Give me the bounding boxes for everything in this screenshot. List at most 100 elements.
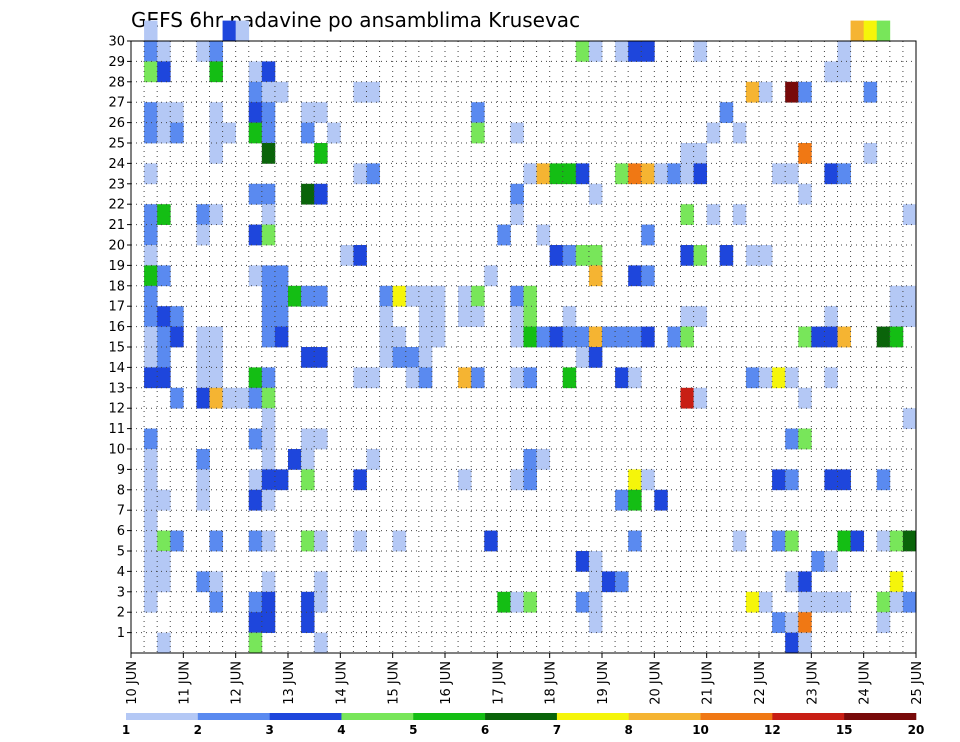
- heatmap-cell: [235, 387, 250, 409]
- heatmap-cell: [575, 551, 590, 572]
- heatmap-cell: [261, 204, 276, 225]
- heatmap-cell: [170, 306, 184, 327]
- heatmap-cell: [144, 489, 158, 511]
- x-tick-label: 15 JUN: [387, 661, 402, 705]
- heatmap-cell: [876, 612, 891, 633]
- heatmap-cell: [575, 347, 590, 368]
- heatmap-cell: [458, 367, 472, 389]
- heatmap-cell: [824, 469, 838, 491]
- y-tick-label: 29: [108, 55, 125, 70]
- heatmap-cell: [274, 265, 289, 287]
- heatmap-cell: [209, 102, 223, 123]
- heatmap-cell: [798, 591, 812, 613]
- heatmap-cell: [628, 265, 642, 287]
- y-tick-label: 3: [117, 585, 125, 600]
- heatmap-cell: [288, 449, 302, 470]
- heatmap-cell: [209, 347, 223, 368]
- heatmap-cell: [274, 306, 289, 327]
- heatmap-cell: [144, 122, 158, 144]
- heatmap-cell: [863, 20, 878, 42]
- heatmap-cell: [706, 122, 721, 144]
- heatmap-cell: [157, 61, 171, 83]
- heatmap-cell: [471, 102, 485, 123]
- heatmap-cell: [196, 224, 210, 246]
- heatmap-cell: [837, 61, 851, 83]
- heatmap-cell: [562, 163, 577, 185]
- heatmap-cell: [196, 41, 210, 62]
- heatmap-cell: [615, 163, 629, 185]
- heatmap-cell: [157, 632, 171, 654]
- heatmap-cell: [588, 245, 603, 266]
- y-tick-label: 26: [108, 116, 125, 131]
- heatmap-cell: [902, 591, 917, 613]
- heatmap-cell: [719, 245, 734, 266]
- y-tick-label: 6: [117, 524, 125, 539]
- heatmap-cell: [759, 367, 773, 389]
- heatmap-cell: [431, 306, 446, 327]
- heatmap-cell: [588, 183, 603, 205]
- heatmap-cell: [196, 387, 210, 409]
- heatmap-cell: [209, 326, 223, 348]
- heatmap-cell: [837, 163, 851, 185]
- y-tick-label: 4: [117, 565, 125, 580]
- x-tick-label: 12 JUN: [230, 661, 245, 705]
- heatmap-cell: [759, 81, 773, 103]
- y-tick-label: 10: [108, 443, 125, 458]
- heatmap-cell: [431, 285, 446, 307]
- heatmap-cell: [314, 530, 328, 552]
- y-tick-label: 13: [108, 381, 125, 396]
- heatmap-cell: [144, 163, 158, 185]
- heatmap-cell: [667, 326, 681, 348]
- heatmap-cell: [458, 285, 472, 307]
- heatmap-cell: [785, 530, 799, 552]
- heatmap-cell: [340, 245, 354, 266]
- heatmap-cell: [798, 612, 812, 633]
- heatmap-cell: [811, 326, 825, 348]
- heatmap-cell: [392, 530, 407, 552]
- heatmap-cell: [602, 326, 616, 348]
- legend-swatch: [413, 713, 486, 720]
- heatmap-cell: [562, 367, 577, 389]
- heatmap-cell: [418, 347, 433, 368]
- heatmap-cell: [314, 102, 328, 123]
- heatmap-cell: [759, 591, 773, 613]
- heatmap-cell: [261, 449, 276, 470]
- heatmap-cell: [889, 591, 904, 613]
- heatmap-cell: [405, 285, 420, 307]
- x-tick-label: 11 JUN: [177, 661, 192, 705]
- heatmap-cell: [157, 367, 171, 389]
- heatmap-cell: [732, 530, 747, 552]
- legend-swatch: [341, 713, 414, 720]
- heatmap-cell: [889, 285, 904, 307]
- heatmap-cell: [261, 306, 276, 327]
- heatmap-cell: [628, 530, 642, 552]
- heatmap-cell: [248, 102, 263, 123]
- legend-label: 2: [194, 723, 202, 737]
- legend-swatch: [628, 713, 701, 720]
- heatmap-cell: [353, 163, 367, 185]
- heatmap-cell: [157, 102, 171, 123]
- heatmap-cell: [170, 387, 184, 409]
- heatmap-cell: [863, 81, 878, 103]
- heatmap-cell: [366, 163, 380, 185]
- heatmap-cell: [510, 326, 524, 348]
- heatmap-cell: [261, 591, 276, 613]
- heatmap-cell: [405, 367, 420, 389]
- heatmap-cell: [157, 489, 171, 511]
- heatmap-cell: [222, 20, 237, 42]
- heatmap-cell: [248, 591, 263, 613]
- y-tick-label: 22: [108, 198, 125, 213]
- heatmap-cell: [889, 530, 904, 552]
- legend-swatch: [197, 713, 270, 720]
- heatmap-cell: [157, 551, 171, 572]
- heatmap-cell: [824, 326, 838, 348]
- heatmap-cell: [314, 591, 328, 613]
- heatmap-cell: [876, 591, 891, 613]
- heatmap-cell: [196, 489, 210, 511]
- heatmap-cell: [209, 571, 223, 593]
- heatmap-cell: [889, 571, 904, 593]
- heatmap-cell: [680, 143, 694, 164]
- heatmap-cell: [314, 428, 328, 450]
- heatmap-cell: [798, 387, 812, 409]
- x-tick-label: 14 JUN: [334, 661, 349, 705]
